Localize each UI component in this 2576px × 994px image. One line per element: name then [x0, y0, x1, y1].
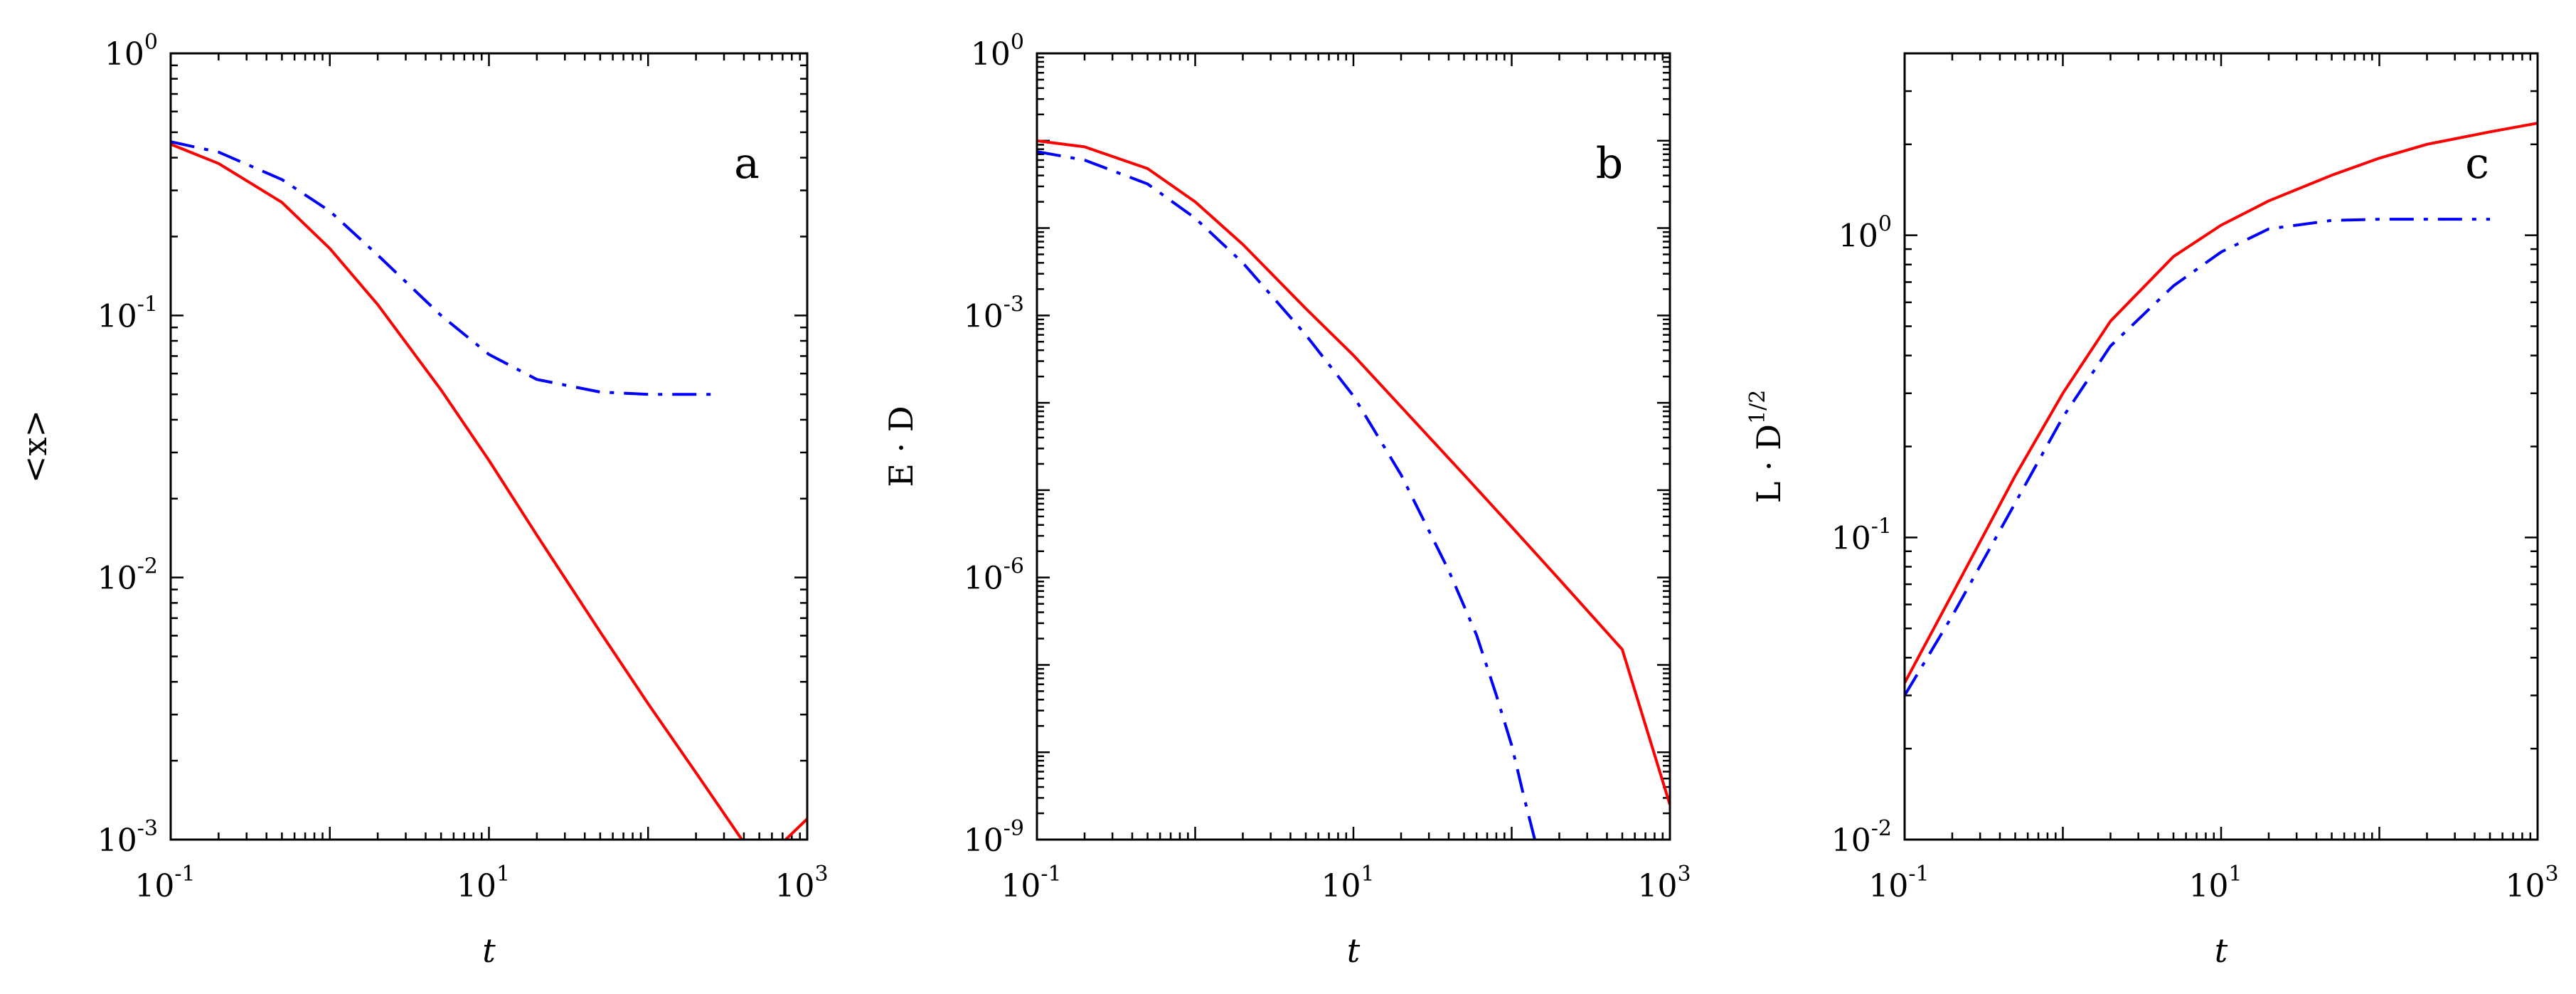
y-tick-label: 10-3: [964, 292, 1024, 334]
panel-a: 10-1 101 103 100 10-1 10-2 10-3 t <x> a: [16, 30, 829, 970]
x-tick-label: 101: [1321, 862, 1374, 904]
panel-label: a: [734, 139, 760, 189]
y-tick-label: 10-3: [97, 816, 158, 859]
panel-b: 10-1 101 103 100 10-3 10-6 10-9 t E · D b: [882, 30, 1691, 970]
plot-frame: [169, 52, 809, 841]
y-tick-label: 100: [971, 30, 1024, 73]
plot-frame: [1036, 52, 1671, 841]
blue-dashdot-series: [1037, 150, 1536, 840]
y-tick-label: 10-9: [964, 816, 1024, 859]
x-axis-label: t: [1347, 931, 1361, 970]
x-tick-label: 10-1: [134, 862, 195, 904]
y-axis-label: L · D1/2: [1745, 390, 1788, 504]
red-solid-series: [171, 142, 807, 840]
y-axis-label: <x>: [16, 410, 54, 483]
y-tick-label: 10-2: [97, 554, 158, 597]
plot-frame: [1903, 52, 2539, 841]
x-axis-label: t: [482, 931, 496, 970]
x-tick-label: 103: [775, 862, 828, 904]
x-tick-label: 103: [2505, 862, 2558, 904]
y-tick-label: 100: [1838, 212, 1892, 255]
x-tick-label: 101: [457, 862, 510, 904]
x-tick-label: 101: [2188, 862, 2242, 904]
red-solid-series: [1037, 139, 1670, 805]
blue-dashdot-series: [1905, 218, 2490, 697]
x-tick-label: 103: [1637, 862, 1691, 904]
x-tick-label: 10-1: [1001, 862, 1061, 904]
panel-label: b: [1596, 139, 1623, 189]
y-tick-label: 10-2: [1831, 816, 1892, 859]
y-axis-label: E · D: [882, 406, 920, 487]
blue-dashdot-series: [171, 140, 712, 396]
y-tick-label: 100: [105, 30, 158, 73]
y-tick-label: 10-6: [964, 554, 1024, 597]
red-solid-series: [1905, 122, 2538, 684]
panel-label: c: [2465, 139, 2489, 189]
x-axis-label: t: [2215, 931, 2228, 970]
x-tick-label: 10-1: [1868, 862, 1929, 904]
y-tick-label: 10-1: [1831, 514, 1892, 556]
y-tick-label: 10-1: [97, 292, 158, 334]
